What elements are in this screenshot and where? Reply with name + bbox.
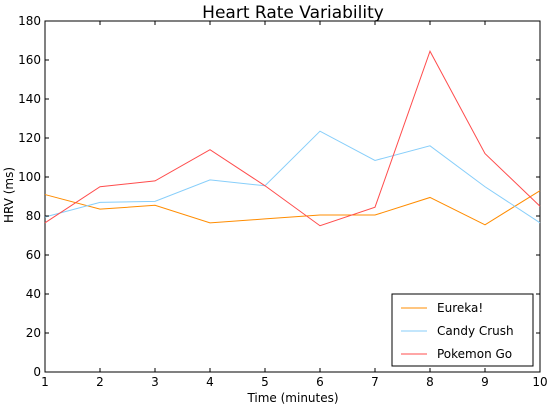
x-tick-label: 5 <box>261 375 269 389</box>
legend: Eureka! Candy Crush Pokemon Go <box>391 293 534 367</box>
series-layer <box>44 49 541 227</box>
y-axis-label: HRV (ms) <box>2 167 16 223</box>
y-tick-label: 120 <box>18 131 41 145</box>
y-tick-label: 100 <box>18 170 41 184</box>
x-tick-label: 7 <box>371 375 379 389</box>
y-tick-label: 180 <box>18 14 41 28</box>
y-tick-label: 60 <box>26 248 41 262</box>
x-axis-label: Time (minutes) <box>246 391 338 405</box>
chart-title: Heart Rate Variability <box>202 3 384 23</box>
y-tick-label: 160 <box>18 53 41 67</box>
series-line-2 <box>44 49 541 227</box>
x-tick-label: 6 <box>316 375 324 389</box>
series-line-1 <box>44 130 541 224</box>
y-tick-label: 140 <box>18 92 41 106</box>
legend-label-0: Eureka! <box>437 301 483 315</box>
x-tick-label: 9 <box>481 375 489 389</box>
y-tick-label: 40 <box>26 287 41 301</box>
x-tick-label: 1 <box>41 375 49 389</box>
y-tick-label: 80 <box>26 209 41 223</box>
x-tick-label: 4 <box>206 375 214 389</box>
legend-label-1: Candy Crush <box>437 324 514 338</box>
x-tick-label: 3 <box>151 375 159 389</box>
x-tick-label: 8 <box>426 375 434 389</box>
series-line-0 <box>44 190 541 226</box>
x-tick-label: 2 <box>96 375 104 389</box>
x-tick-label: 10 <box>532 375 547 389</box>
y-tick-label: 20 <box>26 326 41 340</box>
y-tick-label: 0 <box>33 365 41 379</box>
legend-label-2: Pokemon Go <box>437 347 512 361</box>
